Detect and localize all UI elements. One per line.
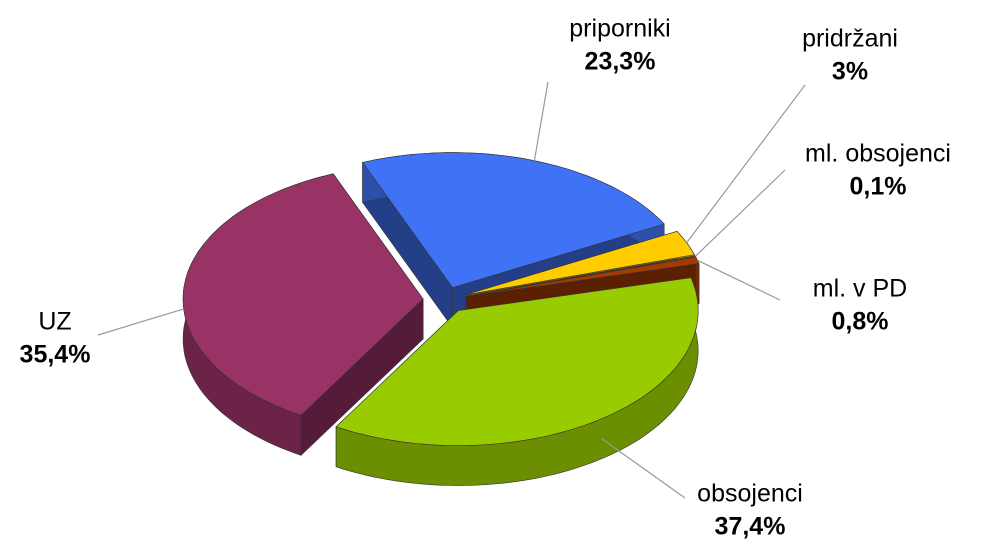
slice-top	[362, 152, 665, 288]
leader-line	[533, 81, 549, 161]
slice-top	[335, 277, 699, 446]
slice-value-label: 3%	[832, 58, 868, 86]
slice-label: ml. obsojenci	[805, 140, 951, 168]
slice-top	[466, 256, 700, 297]
slice-label: obsojenci	[697, 480, 803, 508]
leader-line	[694, 169, 786, 257]
slice-value-label: 0,1%	[850, 173, 907, 201]
slice-top	[182, 173, 424, 416]
slice-label: priporniki	[569, 15, 670, 43]
slice	[182, 172, 424, 457]
slice-top	[465, 230, 695, 296]
leader-line	[97, 308, 184, 336]
slice-label: pridržani	[802, 25, 898, 53]
slice-label: ml. v PD	[813, 275, 907, 303]
slice-label: UZ	[38, 308, 71, 336]
slice	[335, 277, 699, 486]
slice-value-label: 37,4%	[715, 513, 786, 541]
leader-line	[601, 438, 686, 499]
slice-value-label: 0,8%	[832, 308, 889, 336]
slice-value-label: 23,3%	[585, 48, 656, 76]
leader-line	[686, 84, 806, 244]
leader-line	[697, 259, 781, 301]
slice-value-label: 35,4%	[20, 341, 91, 369]
